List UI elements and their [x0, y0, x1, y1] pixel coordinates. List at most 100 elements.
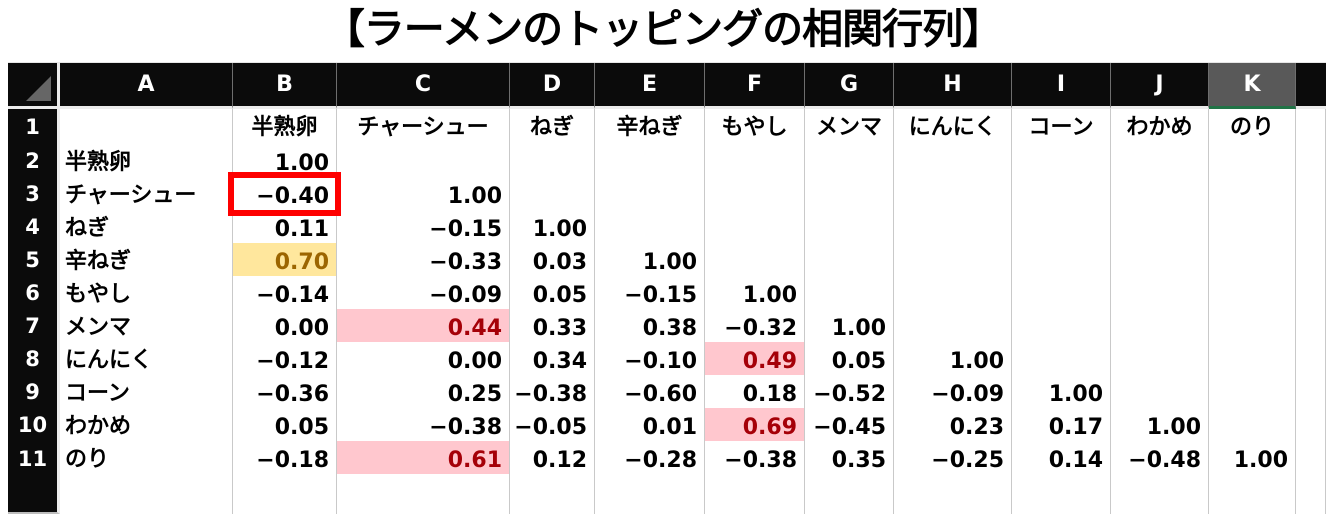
partial-cell[interactable]	[894, 474, 1012, 514]
cell-C4[interactable]: −0.15	[337, 210, 510, 246]
cell-C3[interactable]: 1.00	[337, 177, 510, 213]
cell-J5[interactable]	[1111, 243, 1209, 279]
partial-cell[interactable]	[1209, 474, 1296, 514]
cell-D6[interactable]: 0.05	[510, 276, 595, 312]
row-header-3[interactable]: 3	[8, 177, 60, 213]
cell-J2[interactable]	[1111, 144, 1209, 180]
cell-K1[interactable]: のり	[1209, 109, 1296, 146]
row-header-6[interactable]: 6	[8, 276, 60, 312]
cell-A1[interactable]	[60, 109, 233, 146]
cell-C9[interactable]: 0.25	[337, 375, 510, 411]
cell-C5[interactable]: −0.33	[337, 243, 510, 279]
cell-K7[interactable]	[1209, 309, 1296, 345]
cell-K4[interactable]	[1209, 210, 1296, 246]
row-header-9[interactable]: 9	[8, 375, 60, 411]
cell-D1[interactable]: ねぎ	[510, 109, 595, 146]
row-header-1[interactable]: 1	[8, 109, 60, 146]
cell-I10[interactable]: 0.17	[1012, 408, 1111, 444]
column-header-F[interactable]: F	[705, 63, 805, 109]
cell-G3[interactable]	[805, 177, 894, 213]
cell-E6[interactable]: −0.15	[595, 276, 705, 312]
cell-A5[interactable]: 辛ねぎ	[60, 243, 233, 279]
cell-A4[interactable]: ねぎ	[60, 210, 233, 246]
cell-J9[interactable]	[1111, 375, 1209, 411]
cell-D5[interactable]: 0.03	[510, 243, 595, 279]
partial-cell[interactable]	[805, 474, 894, 514]
select-all-corner[interactable]	[8, 63, 60, 109]
cell-H3[interactable]	[894, 177, 1012, 213]
cell-D3[interactable]	[510, 177, 595, 213]
row-header-11[interactable]: 11	[8, 441, 60, 479]
cell-I7[interactable]	[1012, 309, 1111, 345]
cell-I11[interactable]: 0.14	[1012, 441, 1111, 479]
cell-D2[interactable]	[510, 144, 595, 180]
column-header-A[interactable]: A	[60, 63, 233, 109]
cell-I3[interactable]	[1012, 177, 1111, 213]
column-header-H[interactable]: H	[894, 63, 1012, 109]
cell-F11[interactable]: −0.38	[705, 441, 805, 479]
row-header-5[interactable]: 5	[8, 243, 60, 279]
cell-C10[interactable]: −0.38	[337, 408, 510, 444]
cell-A2[interactable]: 半熟卵	[60, 144, 233, 180]
cell-G11[interactable]: 0.35	[805, 441, 894, 479]
cell-G7[interactable]: 1.00	[805, 309, 894, 345]
cell-H4[interactable]	[894, 210, 1012, 246]
cell-E9[interactable]: −0.60	[595, 375, 705, 411]
cell-I5[interactable]	[1012, 243, 1111, 279]
cell-G2[interactable]	[805, 144, 894, 180]
cell-G6[interactable]	[805, 276, 894, 312]
row-header-12[interactable]	[8, 474, 60, 514]
cell-C1[interactable]: チャーシュー	[337, 109, 510, 146]
column-header-C[interactable]: C	[337, 63, 510, 109]
cell-F4[interactable]	[705, 210, 805, 246]
partial-cell[interactable]	[1111, 474, 1209, 514]
partial-cell[interactable]	[705, 474, 805, 514]
partial-cell[interactable]	[233, 474, 337, 514]
cell-H8[interactable]: 1.00	[894, 342, 1012, 378]
cell-C6[interactable]: −0.09	[337, 276, 510, 312]
cell-K2[interactable]	[1209, 144, 1296, 180]
cell-C2[interactable]	[337, 144, 510, 180]
cell-H1[interactable]: にんにく	[894, 109, 1012, 146]
column-header-I[interactable]: I	[1012, 63, 1111, 109]
cell-E1[interactable]: 辛ねぎ	[595, 109, 705, 146]
cell-D10[interactable]: −0.05	[510, 408, 595, 444]
cell-B9[interactable]: −0.36	[233, 375, 337, 411]
cell-E2[interactable]	[595, 144, 705, 180]
cell-C8[interactable]: 0.00	[337, 342, 510, 378]
cell-I6[interactable]	[1012, 276, 1111, 312]
cell-H6[interactable]	[894, 276, 1012, 312]
cell-F8[interactable]: 0.49	[705, 342, 805, 378]
cell-A7[interactable]: メンマ	[60, 309, 233, 345]
cell-E8[interactable]: −0.10	[595, 342, 705, 378]
cell-G9[interactable]: −0.52	[805, 375, 894, 411]
column-header-K[interactable]: K	[1209, 63, 1296, 109]
cell-J1[interactable]: わかめ	[1111, 109, 1209, 146]
partial-cell[interactable]	[1012, 474, 1111, 514]
row-header-10[interactable]: 10	[8, 408, 60, 444]
cell-K9[interactable]	[1209, 375, 1296, 411]
cell-D4[interactable]: 1.00	[510, 210, 595, 246]
column-header-B[interactable]: B	[233, 63, 337, 109]
cell-A10[interactable]: わかめ	[60, 408, 233, 444]
partial-cell[interactable]	[60, 474, 233, 514]
cell-K5[interactable]	[1209, 243, 1296, 279]
cell-F10[interactable]: 0.69	[705, 408, 805, 444]
cell-I9[interactable]: 1.00	[1012, 375, 1111, 411]
cell-B5[interactable]: 0.70	[233, 243, 337, 279]
cell-H7[interactable]	[894, 309, 1012, 345]
cell-F9[interactable]: 0.18	[705, 375, 805, 411]
cell-D9[interactable]: −0.38	[510, 375, 595, 411]
cell-I4[interactable]	[1012, 210, 1111, 246]
cell-E4[interactable]	[595, 210, 705, 246]
cell-G1[interactable]: メンマ	[805, 109, 894, 146]
column-header-E[interactable]: E	[595, 63, 705, 109]
cell-D8[interactable]: 0.34	[510, 342, 595, 378]
row-header-7[interactable]: 7	[8, 309, 60, 345]
cell-B8[interactable]: −0.12	[233, 342, 337, 378]
cell-H5[interactable]	[894, 243, 1012, 279]
cell-J10[interactable]: 1.00	[1111, 408, 1209, 444]
cell-E3[interactable]	[595, 177, 705, 213]
cell-F1[interactable]: もやし	[705, 109, 805, 146]
cell-I2[interactable]	[1012, 144, 1111, 180]
